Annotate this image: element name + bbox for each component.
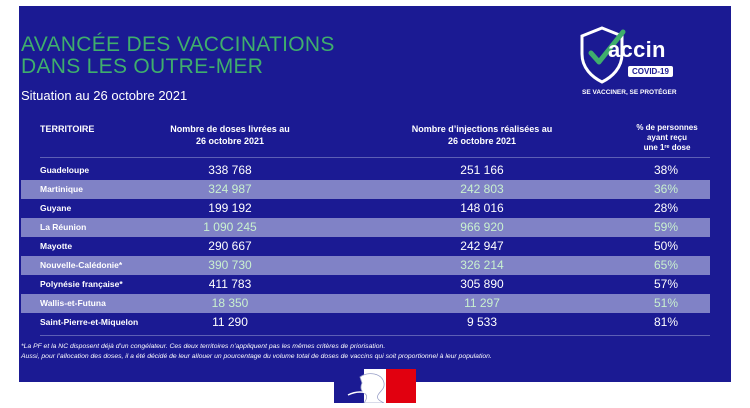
logo-word: accin — [608, 37, 666, 62]
injections-cell: 148 016 — [460, 201, 504, 215]
doses-cell: 199 192 — [208, 201, 252, 215]
percent-cell: 59% — [653, 220, 679, 234]
shield-check-icon — [580, 26, 626, 84]
territory-cell: Guyane — [40, 203, 72, 213]
header-doses: Nombre de doses livrées au 26 octobre 20… — [170, 124, 290, 146]
title-line-1: AVANCÉE DES VACCINATIONS — [21, 33, 335, 56]
injections-cell: 251 166 — [460, 163, 504, 177]
injections-cell: 305 890 — [460, 277, 504, 291]
header-territory: TERRITOIRE — [40, 124, 95, 134]
percent-cell: 51% — [653, 296, 679, 310]
footer-divider — [40, 335, 710, 336]
percent-cell: 81% — [653, 315, 679, 329]
percent-cell: 50% — [653, 239, 679, 253]
header-divider — [40, 157, 710, 158]
injections-cell: 242 947 — [460, 239, 504, 253]
table-row: Guyane 199 192 148 016 28% — [21, 199, 710, 218]
territory-cell: Martinique — [40, 184, 83, 194]
page-subtitle: Situation au 26 octobre 2021 — [21, 88, 188, 103]
page-title: AVANCÉE DES VACCINATIONS DANS LES OUTRE-… — [21, 34, 335, 78]
injections-cell: 326 214 — [460, 258, 504, 272]
table-row: Guadeloupe 338 768 251 166 38% — [21, 161, 710, 180]
territory-cell: Mayotte — [40, 241, 73, 251]
table-row: Martinique 324 987 242 803 36% — [21, 180, 710, 199]
doses-cell: 1 090 245 — [203, 220, 257, 234]
table-row: Wallis-et-Futuna 18 350 11 297 51% — [21, 294, 710, 313]
percent-cell: 57% — [653, 277, 679, 291]
footnote-line-2: Aussi, pour l’allocation des doses, il a… — [21, 353, 492, 360]
injections-cell: 11 297 — [464, 296, 500, 310]
doses-cell: 11 290 — [212, 315, 248, 329]
vaccination-table: Guadeloupe 338 768 251 166 38% Martiniqu… — [21, 161, 710, 332]
territory-cell: Nouvelle-Calédonie* — [40, 260, 123, 270]
table-row: Saint-Pierre-et-Miquelon 11 290 9 533 81… — [21, 313, 710, 332]
injections-cell: 966 920 — [460, 220, 504, 234]
percent-cell: 36% — [653, 182, 679, 196]
doses-cell: 290 667 — [208, 239, 252, 253]
injections-cell: 242 803 — [460, 182, 504, 196]
territory-cell: Polynésie française* — [40, 279, 123, 289]
header-injections: Nombre d’injections réalisées au 26 octo… — [411, 124, 553, 146]
territory-cell: Wallis-et-Futuna — [40, 298, 106, 308]
doses-cell: 411 783 — [208, 277, 252, 291]
title-line-2: DANS LES OUTRE-MER — [21, 55, 264, 78]
marianne-logo-icon — [334, 369, 416, 404]
covid-badge: COVID-19 — [628, 66, 673, 77]
territory-cell: Guadeloupe — [40, 165, 90, 175]
percent-cell: 28% — [653, 201, 679, 215]
header-percent: % de personnes ayant reçu une 1ʳᵉ dose — [636, 123, 698, 152]
doses-cell: 338 768 — [208, 163, 252, 177]
territory-cell: La Réunion — [40, 222, 87, 232]
percent-cell: 65% — [653, 258, 679, 272]
table-row: Nouvelle-Calédonie* 390 730 326 214 65% — [21, 256, 710, 275]
doses-cell: 390 730 — [208, 258, 252, 272]
vaccin-logo: accin COVID-19 SE VACCINER, SE PROTÉGER — [578, 26, 698, 106]
table-row: Mayotte 290 667 242 947 50% — [21, 237, 710, 256]
doses-cell: 324 987 — [208, 182, 252, 196]
table-row: Polynésie française* 411 783 305 890 57% — [21, 275, 710, 294]
percent-cell: 38% — [653, 163, 679, 177]
logo-tagline: SE VACCINER, SE PROTÉGER — [582, 89, 677, 96]
doses-cell: 18 350 — [211, 296, 249, 310]
territory-cell: Saint-Pierre-et-Miquelon — [40, 317, 139, 327]
table-row: La Réunion 1 090 245 966 920 59% — [21, 218, 710, 237]
footnote-line-1: *La PF et la NC disposent déjà d’un cong… — [21, 343, 386, 350]
injections-cell: 9 533 — [466, 315, 498, 329]
